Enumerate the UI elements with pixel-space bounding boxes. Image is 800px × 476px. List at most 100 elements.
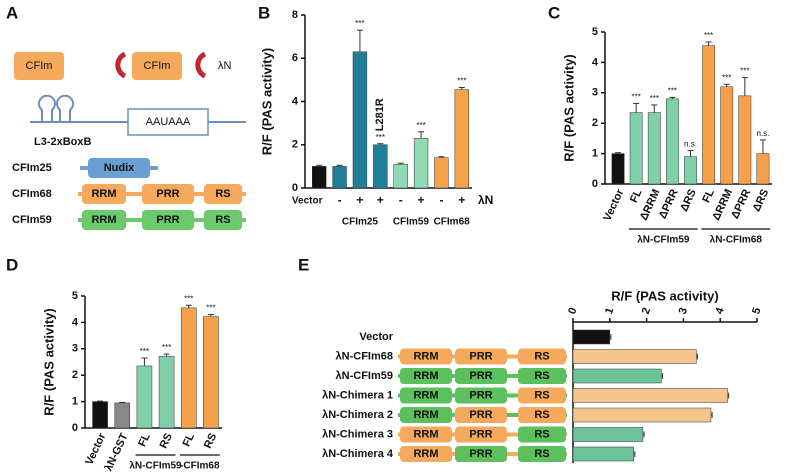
domain-box — [455, 348, 507, 365]
significance-label: *** — [650, 94, 659, 103]
domain-label: RRM — [413, 350, 438, 362]
domain-label: RRM — [413, 409, 438, 421]
x-tick-label: ΔRS — [751, 187, 772, 213]
x-tick-label: 0 — [566, 306, 579, 316]
significance-label: *** — [184, 294, 193, 303]
bar — [572, 349, 697, 364]
y-tick-label: 5 — [592, 26, 598, 38]
domain-box — [455, 426, 507, 443]
domain-box — [400, 426, 452, 443]
bar — [720, 86, 734, 185]
protein-name: CFIm59 — [12, 214, 52, 226]
y-tick-label: 1 — [592, 148, 598, 160]
domain-label: PRR — [469, 350, 492, 362]
panel-label: E — [298, 255, 309, 274]
boxb-hairpins — [38, 94, 74, 122]
domain-box — [518, 426, 566, 443]
significance-label: *** — [740, 67, 749, 76]
bar — [114, 402, 131, 429]
domain-box — [400, 348, 452, 365]
domain-box — [518, 446, 566, 462]
row-label: λN-Chimera 1 — [322, 389, 393, 401]
y-tick-label: 3 — [592, 87, 598, 99]
panel-a: CFIm CFIm λN AAUAAA L3-2xBoxB — [14, 51, 246, 148]
domain-box — [400, 387, 452, 404]
domain-box — [204, 210, 242, 230]
domain-label: RRM — [413, 428, 438, 440]
domain-box — [400, 407, 452, 423]
x-tick-label: RS — [202, 431, 219, 450]
lambda-n-icon — [115, 51, 127, 79]
bar — [92, 401, 108, 429]
bar — [684, 156, 697, 185]
x-tick-label: FL — [136, 431, 153, 449]
domain-box — [455, 387, 507, 404]
domain-label: RS — [534, 389, 549, 401]
row-label: λN-CFIm68 — [336, 350, 393, 362]
domain-box — [204, 184, 242, 204]
group-label: λN-CFIm59 — [637, 235, 690, 246]
bar — [203, 316, 219, 429]
x-tick-label: FL — [700, 187, 717, 205]
bar — [158, 355, 175, 429]
x-tick-label: + — [458, 193, 465, 207]
row-label: Vector — [359, 331, 393, 343]
significance-label: *** — [355, 19, 364, 28]
group-label: CFIm25 — [342, 217, 379, 228]
bar — [352, 51, 368, 189]
domain-label: RRM — [91, 214, 116, 226]
bar — [413, 138, 429, 189]
bar — [434, 157, 449, 189]
row-label: λN-Chimera 4 — [322, 448, 394, 460]
panel-label: B — [258, 3, 270, 22]
panel-label: C — [548, 3, 560, 22]
x-tick-label: 3 — [677, 306, 690, 316]
x-tick-label: Vector — [292, 196, 323, 207]
row-label: λN — [478, 193, 493, 207]
domain-box — [400, 368, 452, 384]
protein-name: CFIm68 — [12, 188, 52, 200]
panel-label: A — [6, 3, 18, 22]
x-tick-label: 2 — [640, 306, 653, 316]
protein-box — [14, 52, 64, 80]
domain-label: PRR — [156, 188, 179, 200]
domain-label: RS — [534, 409, 549, 421]
domain-label: RS — [534, 370, 549, 382]
domain-label: PRR — [469, 448, 492, 460]
domain-box — [518, 407, 566, 423]
bar — [629, 112, 643, 185]
x-tick-label: + — [377, 193, 384, 207]
domain-box — [518, 387, 566, 404]
x-tick-label: - — [399, 193, 403, 207]
domain-box — [142, 210, 194, 230]
y-axis-label: R/F (PAS activity) — [259, 48, 274, 155]
domain-label: RS — [534, 448, 549, 460]
significance-label: *** — [722, 73, 731, 82]
domain-label: PRR — [469, 389, 492, 401]
protein-label: CFIm — [26, 60, 53, 72]
protein-box — [132, 52, 182, 80]
bar — [180, 307, 197, 429]
y-tick-label: 8 — [292, 9, 298, 21]
domain-box — [518, 368, 566, 384]
bar — [611, 153, 625, 185]
x-tick-label: - — [439, 193, 443, 207]
bar — [373, 144, 388, 189]
group-label: λN-CFIm59 — [129, 461, 182, 472]
y-tick-label: 3 — [72, 343, 78, 355]
x-tick-label: 4 — [713, 305, 727, 316]
domain-box — [455, 368, 507, 384]
bar — [572, 368, 662, 384]
domain-label: RRM — [413, 448, 438, 460]
domain-label: RRM — [91, 188, 116, 200]
row-label: λN-CFIm59 — [336, 370, 393, 382]
bar — [136, 365, 153, 429]
signal-box — [127, 108, 209, 136]
bar — [572, 427, 644, 442]
domain-box — [82, 184, 126, 204]
protein-label: CFIm — [144, 60, 171, 72]
x-tick-label: + — [418, 193, 425, 207]
bar — [572, 407, 712, 423]
lambda-n-label: λN — [218, 60, 232, 72]
bar — [454, 89, 469, 189]
